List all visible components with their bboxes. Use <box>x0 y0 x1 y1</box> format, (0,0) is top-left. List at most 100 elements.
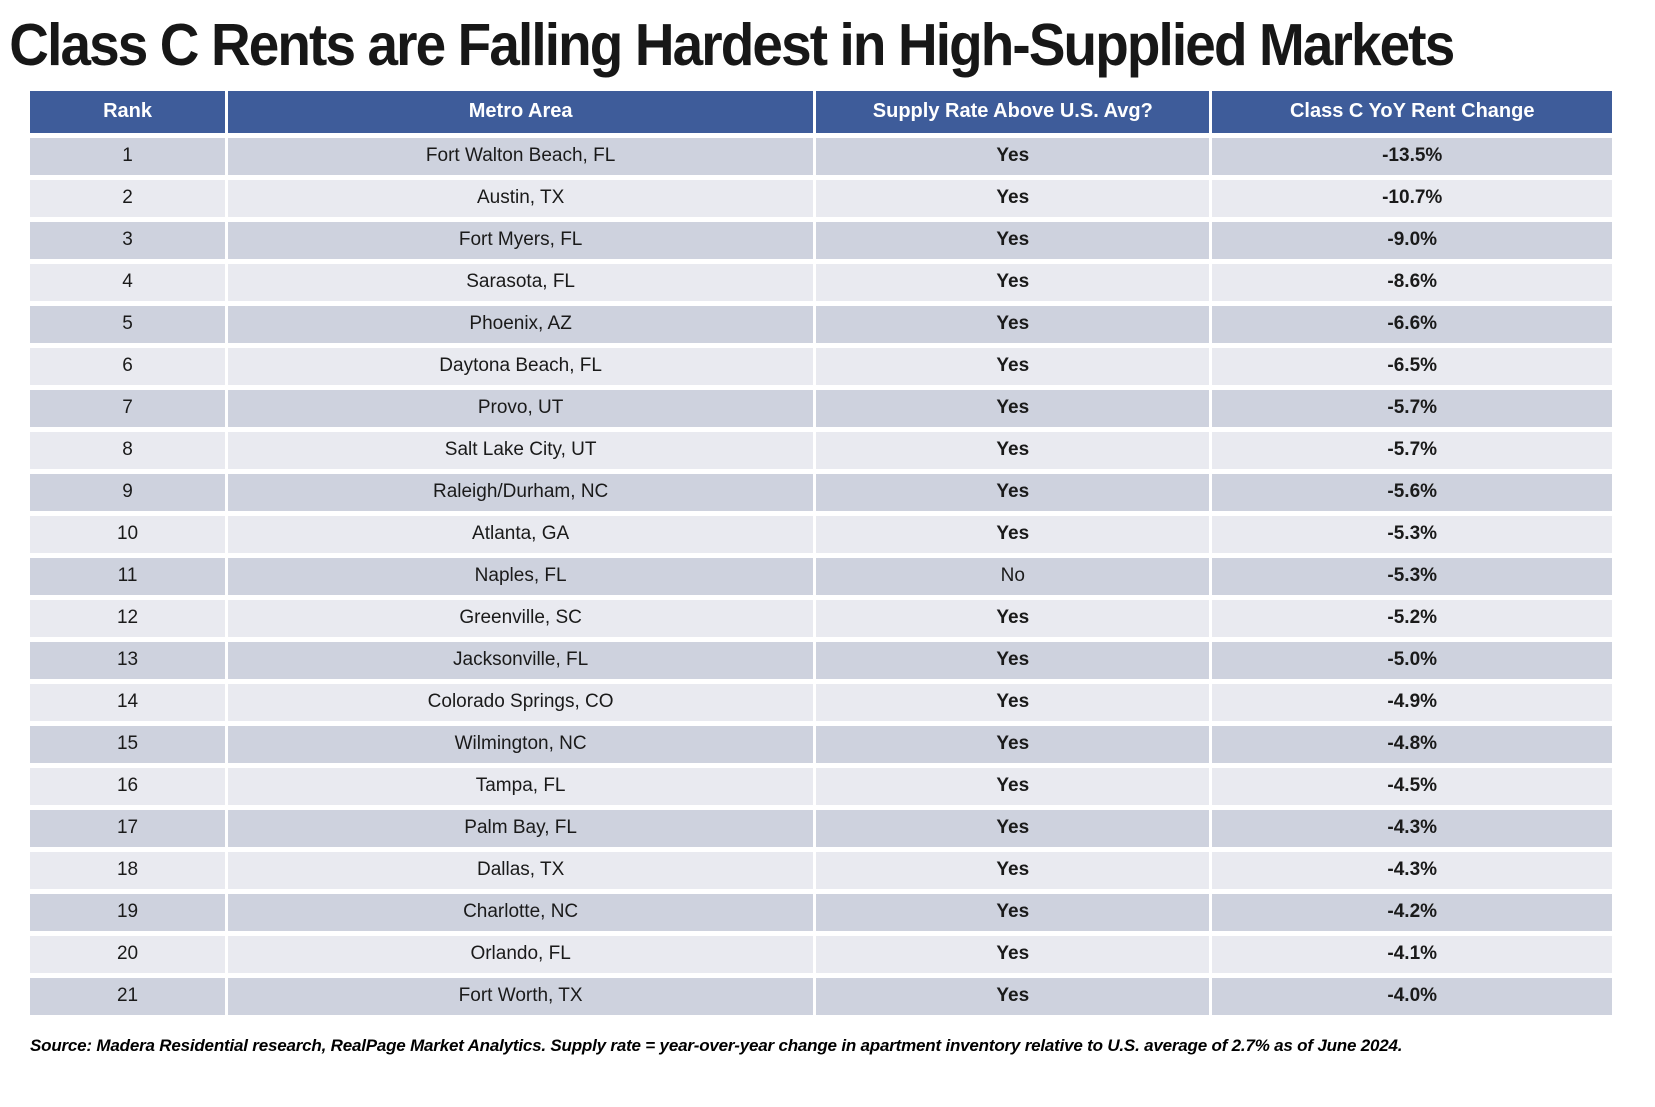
supply-cell: Yes <box>816 935 1210 973</box>
change-cell: -5.7% <box>1212 389 1612 427</box>
rank-cell: 2 <box>30 179 226 217</box>
supply-cell: Yes <box>816 893 1210 931</box>
table-row: 2 Austin, TX Yes -10.7% <box>30 179 1612 217</box>
change-cell: -10.7% <box>1212 179 1612 217</box>
change-cell: -5.0% <box>1212 641 1612 679</box>
rank-cell: 4 <box>30 263 226 301</box>
table-row: 17 Palm Bay, FL Yes -4.3% <box>30 809 1612 847</box>
table-row: 13 Jacksonville, FL Yes -5.0% <box>30 641 1612 679</box>
supply-cell: Yes <box>816 767 1210 805</box>
change-cell: -6.6% <box>1212 305 1612 343</box>
supply-cell: Yes <box>816 851 1210 889</box>
table-row: 4 Sarasota, FL Yes -8.6% <box>30 263 1612 301</box>
supply-cell: Yes <box>816 599 1210 637</box>
rank-cell: 16 <box>30 767 226 805</box>
table-header-row: Rank Metro Area Supply Rate Above U.S. A… <box>30 90 1612 133</box>
metro-cell: Charlotte, NC <box>228 893 814 931</box>
metro-cell: Raleigh/Durham, NC <box>228 473 814 511</box>
rent-change-table: Rank Metro Area Supply Rate Above U.S. A… <box>27 86 1615 1020</box>
table-row: 8 Salt Lake City, UT Yes -5.7% <box>30 431 1612 469</box>
table-row: 15 Wilmington, NC Yes -4.8% <box>30 725 1612 763</box>
rank-cell: 8 <box>30 431 226 469</box>
supply-cell: Yes <box>816 179 1210 217</box>
supply-cell: Yes <box>816 263 1210 301</box>
change-cell: -8.6% <box>1212 263 1612 301</box>
column-header-change: Class C YoY Rent Change <box>1212 90 1612 133</box>
metro-cell: Naples, FL <box>228 557 814 595</box>
rank-cell: 6 <box>30 347 226 385</box>
table-row: 3 Fort Myers, FL Yes -9.0% <box>30 221 1612 259</box>
change-cell: -5.3% <box>1212 515 1612 553</box>
rank-cell: 17 <box>30 809 226 847</box>
supply-cell: Yes <box>816 137 1210 175</box>
metro-cell: Salt Lake City, UT <box>228 431 814 469</box>
change-cell: -5.3% <box>1212 557 1612 595</box>
change-cell: -4.3% <box>1212 851 1612 889</box>
table-row: 18 Dallas, TX Yes -4.3% <box>30 851 1612 889</box>
metro-cell: Greenville, SC <box>228 599 814 637</box>
rank-cell: 7 <box>30 389 226 427</box>
metro-cell: Orlando, FL <box>228 935 814 973</box>
rank-cell: 21 <box>30 977 226 1015</box>
supply-cell: Yes <box>816 641 1210 679</box>
change-cell: -4.3% <box>1212 809 1612 847</box>
table-row: 5 Phoenix, AZ Yes -6.6% <box>30 305 1612 343</box>
change-cell: -4.1% <box>1212 935 1612 973</box>
table-row: 16 Tampa, FL Yes -4.5% <box>30 767 1612 805</box>
table-row: 20 Orlando, FL Yes -4.1% <box>30 935 1612 973</box>
supply-cell: Yes <box>816 389 1210 427</box>
source-footnote: Source: Madera Residential research, Rea… <box>30 1035 1403 1055</box>
change-cell: -4.8% <box>1212 725 1612 763</box>
rank-cell: 1 <box>30 137 226 175</box>
change-cell: -4.2% <box>1212 893 1612 931</box>
table-row: 11 Naples, FL No -5.3% <box>30 557 1612 595</box>
metro-cell: Phoenix, AZ <box>228 305 814 343</box>
metro-cell: Colorado Springs, CO <box>228 683 814 721</box>
table-body: 1 Fort Walton Beach, FL Yes -13.5% 2 Aus… <box>30 137 1612 1015</box>
rank-cell: 5 <box>30 305 226 343</box>
supply-cell: Yes <box>816 473 1210 511</box>
rank-cell: 14 <box>30 683 226 721</box>
rank-cell: 3 <box>30 221 226 259</box>
metro-cell: Tampa, FL <box>228 767 814 805</box>
table-row: 14 Colorado Springs, CO Yes -4.9% <box>30 683 1612 721</box>
page-title: Class C Rents are Falling Hardest in Hig… <box>9 12 1455 78</box>
metro-cell: Jacksonville, FL <box>228 641 814 679</box>
metro-cell: Dallas, TX <box>228 851 814 889</box>
change-cell: -5.6% <box>1212 473 1612 511</box>
rank-cell: 13 <box>30 641 226 679</box>
table-row: 1 Fort Walton Beach, FL Yes -13.5% <box>30 137 1612 175</box>
column-header-metro: Metro Area <box>228 90 814 133</box>
change-cell: -4.0% <box>1212 977 1612 1015</box>
change-cell: -5.2% <box>1212 599 1612 637</box>
table-row: 7 Provo, UT Yes -5.7% <box>30 389 1612 427</box>
supply-cell: Yes <box>816 347 1210 385</box>
metro-cell: Wilmington, NC <box>228 725 814 763</box>
table-row: 12 Greenville, SC Yes -5.2% <box>30 599 1612 637</box>
metro-cell: Atlanta, GA <box>228 515 814 553</box>
rank-cell: 20 <box>30 935 226 973</box>
metro-cell: Daytona Beach, FL <box>228 347 814 385</box>
supply-cell: No <box>816 557 1210 595</box>
table-row: 10 Atlanta, GA Yes -5.3% <box>30 515 1612 553</box>
change-cell: -5.7% <box>1212 431 1612 469</box>
table-row: 19 Charlotte, NC Yes -4.2% <box>30 893 1612 931</box>
supply-cell: Yes <box>816 809 1210 847</box>
table-row: 21 Fort Worth, TX Yes -4.0% <box>30 977 1612 1015</box>
rank-cell: 11 <box>30 557 226 595</box>
change-cell: -4.9% <box>1212 683 1612 721</box>
rank-cell: 12 <box>30 599 226 637</box>
change-cell: -6.5% <box>1212 347 1612 385</box>
rank-cell: 15 <box>30 725 226 763</box>
rank-cell: 18 <box>30 851 226 889</box>
supply-cell: Yes <box>816 221 1210 259</box>
supply-cell: Yes <box>816 305 1210 343</box>
table-row: 9 Raleigh/Durham, NC Yes -5.6% <box>30 473 1612 511</box>
metro-cell: Fort Myers, FL <box>228 221 814 259</box>
supply-cell: Yes <box>816 431 1210 469</box>
supply-cell: Yes <box>816 683 1210 721</box>
change-cell: -4.5% <box>1212 767 1612 805</box>
metro-cell: Austin, TX <box>228 179 814 217</box>
metro-cell: Fort Walton Beach, FL <box>228 137 814 175</box>
rank-cell: 9 <box>30 473 226 511</box>
